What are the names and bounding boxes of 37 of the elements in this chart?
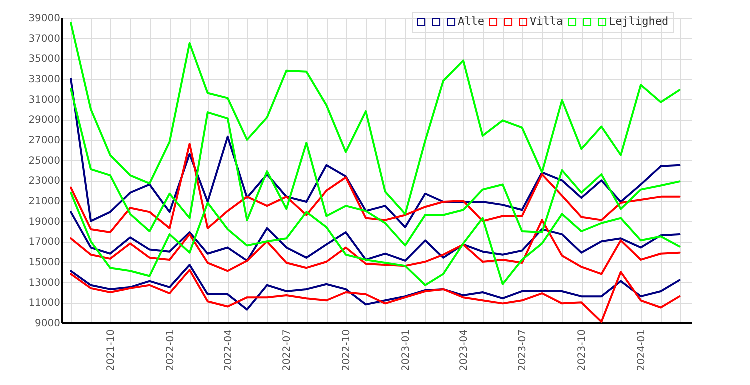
- x-tick-label: 2024-01: [636, 330, 648, 372]
- x-tick-label: 2021-10: [106, 330, 117, 372]
- line-series: [70, 192, 681, 286]
- x-tick-label: 2023-04: [458, 330, 470, 372]
- line-series: [70, 88, 681, 247]
- x-tick-label: 2022-10: [342, 330, 353, 372]
- y-tick-label: 23000: [28, 176, 60, 188]
- line-series: [70, 219, 681, 276]
- x-tick-label: 2022-07: [282, 330, 294, 372]
- legend-label: Lejlighed: [609, 14, 669, 28]
- y-tick-label: 39000: [28, 14, 60, 24]
- legend-label: Alle: [458, 14, 484, 28]
- y-tick-label: 29000: [28, 115, 60, 126]
- x-tick-label: 2022-04: [223, 330, 234, 372]
- y-tick-label: 31000: [28, 94, 60, 106]
- y-tick-label: 17000: [28, 237, 60, 248]
- line-series: [70, 269, 681, 323]
- line-series: [70, 78, 681, 228]
- line-series: [70, 211, 681, 262]
- y-tick-label: 21000: [28, 196, 60, 208]
- y-tick-label: 11000: [28, 298, 60, 310]
- y-tick-label: 27000: [28, 136, 60, 146]
- y-tick-label: 19000: [28, 216, 60, 228]
- y-tick-label: 33000: [28, 74, 60, 86]
- y-tick-label: 37000: [28, 34, 60, 45]
- x-tick-label: 2023-07: [518, 330, 529, 372]
- y-tick-label: 15000: [28, 258, 60, 268]
- y-tick-label: 13000: [28, 278, 60, 289]
- y-tick-label: 9000: [35, 318, 60, 330]
- line-series: [70, 264, 681, 311]
- y-tick-label: 35000: [28, 54, 60, 66]
- x-tick-label: 2023-10: [577, 330, 588, 372]
- legend-label: Villa: [530, 14, 564, 28]
- y-tick-label: 25000: [28, 156, 60, 167]
- x-tick-label: 2023-01: [400, 330, 412, 372]
- x-tick-label: 2022-01: [165, 330, 176, 372]
- line-series: [70, 143, 681, 234]
